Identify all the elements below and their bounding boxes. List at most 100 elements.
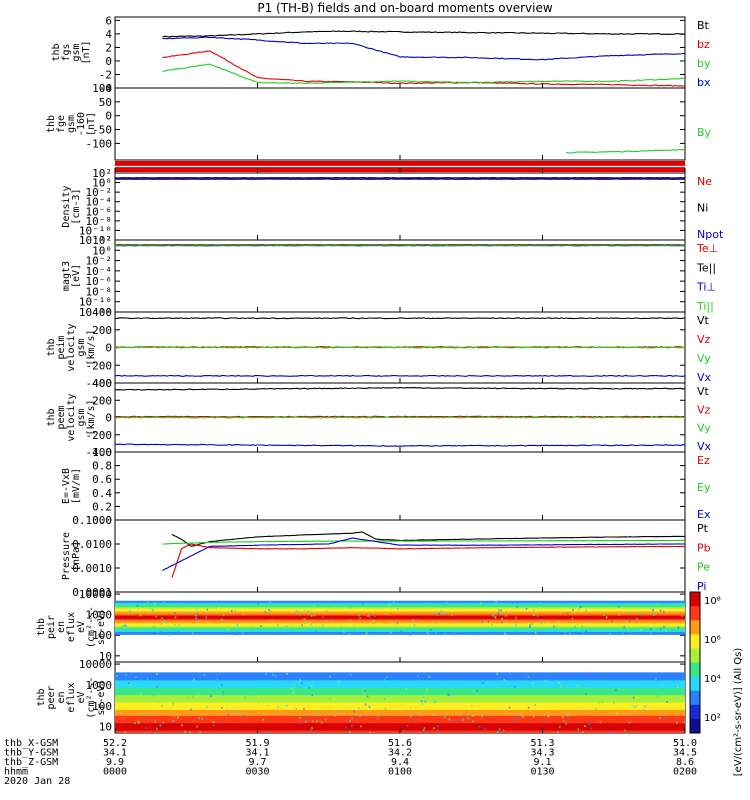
- spectrogram-row: [115, 688, 685, 691]
- spectrogram-speck: [677, 626, 680, 629]
- panel-frame: [114, 87, 686, 161]
- spectrogram-speck: [271, 619, 273, 622]
- y-tick-label: 0.8: [92, 460, 112, 473]
- spectrogram-speck: [434, 700, 437, 703]
- spectrogram-speck: [329, 675, 331, 678]
- spectrogram-speck: [618, 613, 620, 616]
- spectrogram-speck: [427, 602, 430, 605]
- spectrogram-speck: [353, 623, 356, 626]
- colorbar-swatch: [690, 634, 700, 649]
- spectrogram-speck: [124, 624, 126, 627]
- spectrogram-speck: [236, 624, 239, 627]
- spectrogram-speck: [558, 621, 561, 624]
- y-tick-label: 10⁻⁸: [86, 285, 113, 298]
- spectrogram-speck: [155, 685, 158, 688]
- spectrogram-speck: [334, 714, 337, 717]
- spectrogram-row: [115, 675, 685, 678]
- y-axis-label: thb: [46, 115, 57, 133]
- spectrogram-speck: [181, 724, 183, 727]
- spectrogram-speck: [299, 611, 302, 614]
- spectrogram-speck: [303, 618, 306, 621]
- spectrogram-speck: [649, 628, 652, 631]
- spectrogram-speck: [442, 610, 444, 613]
- spectrogram-speck: [315, 630, 318, 633]
- series-vz: [115, 415, 685, 418]
- y-tick-label: 0.0100: [72, 538, 112, 551]
- y-tick-label: 2: [105, 41, 112, 54]
- spectrogram-speck: [321, 616, 324, 619]
- spectrogram-speck: [301, 624, 303, 627]
- spectrogram-speck: [152, 713, 154, 716]
- spectrogram-speck: [242, 715, 245, 718]
- spectrogram-speck: [299, 716, 301, 719]
- spectrogram-speck: [320, 721, 323, 724]
- spectrogram-speck: [552, 625, 555, 628]
- spectrogram-speck: [421, 702, 423, 705]
- y-tick-label: 10: [99, 650, 112, 663]
- spectrogram-speck: [447, 693, 449, 696]
- spectrogram-speck: [137, 720, 140, 723]
- spectrogram-speck: [129, 683, 131, 686]
- spectrogram-speck: [491, 623, 493, 626]
- spectrogram-speck: [395, 624, 397, 627]
- spectrogram-speck: [610, 731, 613, 733]
- spectrogram-speck: [195, 614, 197, 617]
- spectrogram-speck: [590, 727, 593, 730]
- spectrogram-speck: [325, 610, 328, 613]
- spectrogram-speck: [383, 697, 386, 700]
- spectrogram-speck: [368, 633, 371, 636]
- spectrogram-speck: [448, 693, 451, 696]
- spectrogram-speck: [260, 625, 262, 628]
- spectrogram-speck: [348, 633, 351, 636]
- spectrogram-speck: [223, 630, 226, 633]
- spectrogram-speck: [533, 609, 535, 612]
- y-tick-label: 0: [105, 55, 112, 68]
- spectrogram-speck: [223, 720, 225, 723]
- x-axis-row-label: thb_X-GSM: [4, 738, 58, 749]
- x-tick-label-z: 8.6: [676, 757, 694, 768]
- spectrogram-row: [115, 605, 685, 608]
- spectrogram-speck: [222, 694, 225, 697]
- x-axis-row-label: thb_Y-GSM: [4, 748, 58, 759]
- y-tick-label: -200: [86, 359, 113, 372]
- spectrogram-row: [115, 687, 685, 690]
- spectrogram-speck: [125, 673, 128, 676]
- spectrogram-speck: [187, 612, 189, 615]
- spectrogram-row: [115, 700, 685, 703]
- spectrogram-speck: [428, 633, 431, 636]
- spectrogram-speck: [221, 706, 223, 709]
- spectrogram-speck: [345, 726, 347, 729]
- spectrogram-speck: [268, 608, 270, 611]
- spectrogram-speck: [423, 727, 426, 730]
- spectrogram-speck: [663, 629, 665, 632]
- spectrogram-speck: [376, 686, 379, 689]
- spectrogram-speck: [603, 614, 605, 617]
- spectrogram-speck: [160, 631, 162, 634]
- spectrogram-speck: [353, 710, 355, 713]
- spectrogram-speck: [325, 718, 327, 721]
- spectrogram-speck: [154, 602, 156, 605]
- spectrogram-speck: [305, 720, 307, 723]
- spectrogram-speck: [290, 623, 292, 626]
- spectrogram-speck: [467, 717, 470, 720]
- spectrogram-speck: [590, 721, 593, 724]
- spectrogram-speck: [554, 700, 557, 703]
- x-tick-label-hhmm: 0200: [673, 767, 697, 778]
- y-tick-label: 1.0: [92, 446, 112, 459]
- y-tick-label: 10⁻²: [86, 255, 113, 268]
- spectrogram-speck: [411, 620, 413, 623]
- spectrogram-speck: [192, 678, 195, 681]
- spectrogram-row: [115, 615, 685, 618]
- spectrogram-speck: [489, 690, 492, 693]
- y-axis-label: magt3: [61, 261, 72, 291]
- spectrogram-speck: [605, 616, 608, 619]
- spectrogram-speck: [579, 606, 582, 609]
- series-bz: [162, 50, 685, 87]
- spectrogram-speck: [432, 713, 434, 716]
- spectrogram-speck: [149, 607, 152, 610]
- spectrogram-speck: [221, 684, 223, 687]
- spectrogram-speck: [539, 602, 541, 605]
- spectrogram-row: [115, 600, 685, 603]
- legend-te: Te⊥: [696, 242, 718, 255]
- spectrogram-speck: [292, 691, 295, 694]
